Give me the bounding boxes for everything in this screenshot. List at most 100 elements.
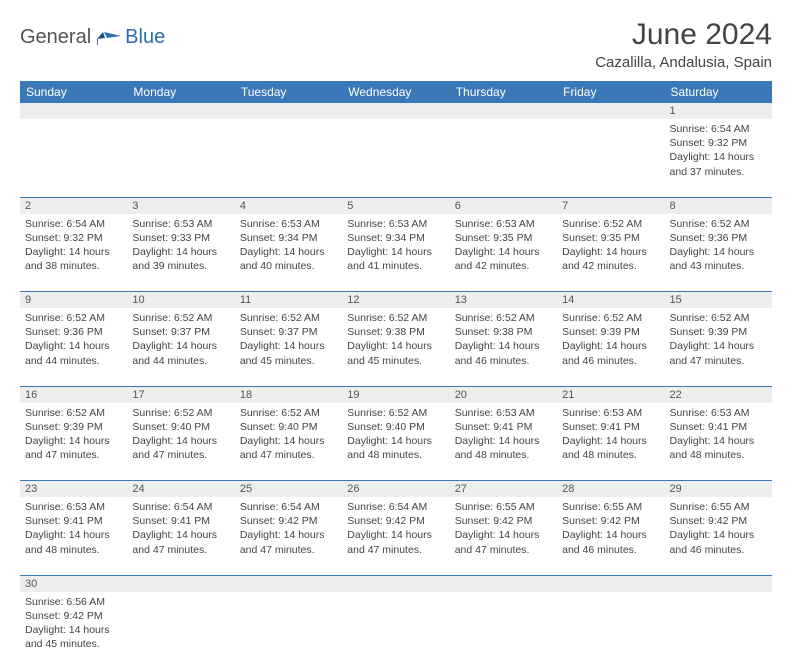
daylight1-text: Daylight: 14 hours xyxy=(347,339,444,353)
day-number-cell: 2 xyxy=(20,197,127,214)
daylight1-text: Daylight: 14 hours xyxy=(562,245,659,259)
day-content: Sunrise: 6:55 AMSunset: 9:42 PMDaylight:… xyxy=(455,500,552,557)
title-block: June 2024 Cazalilla, Andalusia, Spain xyxy=(595,18,772,71)
sunrise-text: Sunrise: 6:52 AM xyxy=(240,311,337,325)
day-number: 12 xyxy=(347,294,359,306)
weekday-header: Thursday xyxy=(450,81,557,103)
daylight2-text: and 44 minutes. xyxy=(25,354,122,368)
daylight2-text: and 37 minutes. xyxy=(670,165,767,179)
day-number-cell: 21 xyxy=(557,386,664,403)
daynum-row: 2345678 xyxy=(20,197,772,214)
sunset-text: Sunset: 9:42 PM xyxy=(347,514,444,528)
daylight1-text: Daylight: 14 hours xyxy=(347,245,444,259)
sunrise-text: Sunrise: 6:52 AM xyxy=(455,311,552,325)
day-content: Sunrise: 6:52 AMSunset: 9:38 PMDaylight:… xyxy=(455,311,552,368)
daylight1-text: Daylight: 14 hours xyxy=(25,339,122,353)
day-number-cell xyxy=(127,103,234,119)
sunset-text: Sunset: 9:41 PM xyxy=(132,514,229,528)
day-number: 2 xyxy=(25,200,31,212)
day-cell xyxy=(450,592,557,670)
day-number-cell: 17 xyxy=(127,386,234,403)
weekday-header-row: Sunday Monday Tuesday Wednesday Thursday… xyxy=(20,81,772,103)
daylight1-text: Daylight: 14 hours xyxy=(132,339,229,353)
day-number: 3 xyxy=(132,200,138,212)
daylight2-text: and 48 minutes. xyxy=(670,448,767,462)
sunset-text: Sunset: 9:41 PM xyxy=(670,420,767,434)
day-number-cell: 28 xyxy=(557,481,664,498)
day-number: 20 xyxy=(455,389,467,401)
day-number: 10 xyxy=(132,294,144,306)
sunset-text: Sunset: 9:39 PM xyxy=(25,420,122,434)
day-number: 8 xyxy=(670,200,676,212)
day-number: 9 xyxy=(25,294,31,306)
daylight2-text: and 48 minutes. xyxy=(347,448,444,462)
day-number: 25 xyxy=(240,483,252,495)
day-cell: Sunrise: 6:52 AMSunset: 9:40 PMDaylight:… xyxy=(342,403,449,481)
day-cell xyxy=(342,592,449,670)
day-number-cell: 11 xyxy=(235,292,342,309)
day-cell: Sunrise: 6:52 AMSunset: 9:38 PMDaylight:… xyxy=(450,308,557,386)
day-cell: Sunrise: 6:53 AMSunset: 9:41 PMDaylight:… xyxy=(665,403,772,481)
week-row: Sunrise: 6:54 AMSunset: 9:32 PMDaylight:… xyxy=(20,214,772,292)
daynum-row: 30 xyxy=(20,575,772,592)
sunset-text: Sunset: 9:40 PM xyxy=(240,420,337,434)
sunrise-text: Sunrise: 6:52 AM xyxy=(562,217,659,231)
sunrise-text: Sunrise: 6:54 AM xyxy=(347,500,444,514)
day-cell: Sunrise: 6:52 AMSunset: 9:39 PMDaylight:… xyxy=(665,308,772,386)
sunrise-text: Sunrise: 6:53 AM xyxy=(455,217,552,231)
day-content: Sunrise: 6:54 AMSunset: 9:42 PMDaylight:… xyxy=(347,500,444,557)
sunset-text: Sunset: 9:37 PM xyxy=(240,325,337,339)
daylight1-text: Daylight: 14 hours xyxy=(562,339,659,353)
sunset-text: Sunset: 9:33 PM xyxy=(132,231,229,245)
sunrise-text: Sunrise: 6:52 AM xyxy=(347,311,444,325)
day-content: Sunrise: 6:53 AMSunset: 9:41 PMDaylight:… xyxy=(455,406,552,463)
day-number-cell: 12 xyxy=(342,292,449,309)
day-content: Sunrise: 6:52 AMSunset: 9:38 PMDaylight:… xyxy=(347,311,444,368)
day-number: 6 xyxy=(455,200,461,212)
daynum-row: 16171819202122 xyxy=(20,386,772,403)
daylight2-text: and 38 minutes. xyxy=(25,259,122,273)
sunrise-text: Sunrise: 6:52 AM xyxy=(25,406,122,420)
day-content: Sunrise: 6:52 AMSunset: 9:40 PMDaylight:… xyxy=(132,406,229,463)
day-number-cell: 9 xyxy=(20,292,127,309)
flag-icon xyxy=(97,27,125,48)
day-content: Sunrise: 6:53 AMSunset: 9:35 PMDaylight:… xyxy=(455,217,552,274)
sunrise-text: Sunrise: 6:53 AM xyxy=(670,406,767,420)
sunset-text: Sunset: 9:41 PM xyxy=(455,420,552,434)
day-content: Sunrise: 6:55 AMSunset: 9:42 PMDaylight:… xyxy=(670,500,767,557)
day-cell: Sunrise: 6:52 AMSunset: 9:37 PMDaylight:… xyxy=(127,308,234,386)
day-content: Sunrise: 6:54 AMSunset: 9:42 PMDaylight:… xyxy=(240,500,337,557)
sunset-text: Sunset: 9:38 PM xyxy=(347,325,444,339)
sunrise-text: Sunrise: 6:53 AM xyxy=(455,406,552,420)
sunrise-text: Sunrise: 6:54 AM xyxy=(670,122,767,136)
sunset-text: Sunset: 9:42 PM xyxy=(455,514,552,528)
day-number: 22 xyxy=(670,389,682,401)
sunset-text: Sunset: 9:36 PM xyxy=(25,325,122,339)
daylight2-text: and 39 minutes. xyxy=(132,259,229,273)
day-number-cell: 19 xyxy=(342,386,449,403)
day-number-cell xyxy=(450,575,557,592)
day-cell: Sunrise: 6:52 AMSunset: 9:35 PMDaylight:… xyxy=(557,214,664,292)
daylight2-text: and 42 minutes. xyxy=(455,259,552,273)
day-number: 19 xyxy=(347,389,359,401)
week-row: Sunrise: 6:54 AMSunset: 9:32 PMDaylight:… xyxy=(20,119,772,197)
daylight2-text: and 48 minutes. xyxy=(562,448,659,462)
daylight1-text: Daylight: 14 hours xyxy=(25,245,122,259)
day-number-cell xyxy=(342,103,449,119)
daylight1-text: Daylight: 14 hours xyxy=(240,339,337,353)
day-cell xyxy=(557,592,664,670)
day-cell: Sunrise: 6:52 AMSunset: 9:36 PMDaylight:… xyxy=(665,214,772,292)
day-cell xyxy=(127,592,234,670)
daynum-row: 9101112131415 xyxy=(20,292,772,309)
day-content: Sunrise: 6:54 AMSunset: 9:32 PMDaylight:… xyxy=(25,217,122,274)
day-cell: Sunrise: 6:53 AMSunset: 9:34 PMDaylight:… xyxy=(235,214,342,292)
day-cell: Sunrise: 6:52 AMSunset: 9:37 PMDaylight:… xyxy=(235,308,342,386)
sunrise-text: Sunrise: 6:52 AM xyxy=(347,406,444,420)
sunrise-text: Sunrise: 6:54 AM xyxy=(240,500,337,514)
sunrise-text: Sunrise: 6:52 AM xyxy=(562,311,659,325)
daylight1-text: Daylight: 14 hours xyxy=(455,339,552,353)
week-row: Sunrise: 6:56 AMSunset: 9:42 PMDaylight:… xyxy=(20,592,772,670)
day-content: Sunrise: 6:53 AMSunset: 9:33 PMDaylight:… xyxy=(132,217,229,274)
day-cell: Sunrise: 6:54 AMSunset: 9:32 PMDaylight:… xyxy=(20,214,127,292)
day-cell: Sunrise: 6:52 AMSunset: 9:36 PMDaylight:… xyxy=(20,308,127,386)
